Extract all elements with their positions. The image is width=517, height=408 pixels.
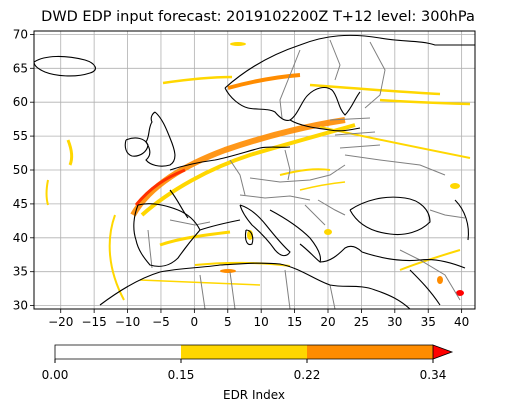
y-tick-label: 70 (13, 27, 28, 41)
coast-caspian (454, 199, 469, 241)
x-tick-label: 35 (421, 315, 436, 329)
colorbar-extend-arrow (432, 344, 454, 360)
coast-scandinavia (224, 34, 475, 122)
country-borders (147, 39, 466, 309)
y-tick-label: 65 (13, 61, 28, 75)
band-baltic (319, 126, 471, 159)
border-baltics (329, 117, 381, 149)
y-tick-label: 60 (13, 95, 28, 109)
figure-title: DWD EDP input forecast: 2019102200Z T+12… (41, 9, 475, 25)
band-russia (379, 98, 471, 106)
band-norway (227, 73, 301, 90)
border-balkans (304, 199, 346, 226)
colorbar: 0.00 0.15 0.22 0.34 EDR Index (42, 344, 454, 402)
y-tick-label: 50 (13, 163, 28, 177)
border-norway-sweden (279, 49, 301, 119)
y-tick-label: 40 (13, 231, 28, 245)
border-spain-portugal (147, 229, 153, 269)
spot-libya (220, 269, 236, 273)
coast-sardinia (244, 229, 254, 246)
coast-italy (239, 204, 291, 257)
x-tick-label: −10 (115, 315, 140, 329)
spot-caspian (437, 276, 443, 284)
border-alps (239, 194, 311, 201)
border-caucasus (429, 209, 466, 219)
spot-iceland (230, 42, 246, 46)
spot-aegean (324, 229, 332, 235)
colorbar-tick-label: 0.15 (168, 368, 195, 382)
colorbar-tick-label: 0.00 (42, 368, 69, 382)
edr-shading (45, 42, 471, 301)
coast-black-sea (349, 196, 431, 236)
coast-middle-east (409, 269, 441, 306)
coast-france-med (199, 219, 241, 231)
colorbar-segment-orange (307, 345, 433, 359)
y-tick-label: 35 (13, 265, 28, 279)
coast-ireland (124, 137, 149, 157)
band-iberia (159, 230, 231, 247)
colorbar-title: EDR Index (223, 388, 285, 402)
coast-greece (319, 245, 363, 263)
border-germany-poland (284, 149, 291, 181)
colorbar-tick-label: 0.22 (294, 368, 321, 382)
band-sahara (139, 279, 261, 286)
border-ukraine (344, 154, 446, 176)
colorbar-outline (54, 344, 433, 360)
border-north-africa (199, 269, 336, 309)
jet-band-yellow (140, 123, 356, 217)
border-france-germany (229, 159, 246, 196)
x-axis: −20 −15 −10 −5 0 5 10 15 20 25 30 35 40 (48, 309, 469, 329)
coast-north-continent (169, 146, 291, 171)
x-tick-label: 10 (254, 315, 269, 329)
coast-great-britain (145, 111, 176, 167)
y-tick-label: 30 (13, 299, 28, 313)
x-tick-label: 30 (387, 315, 402, 329)
colorbar-segment-white (55, 345, 181, 359)
border-spain-france (169, 219, 211, 226)
border-sweden-finland (329, 39, 341, 81)
spot-east (450, 183, 460, 189)
jet-band-red (134, 168, 186, 206)
y-tick-label: 45 (13, 197, 28, 211)
coast-baltic (289, 119, 361, 132)
coast-north-africa (99, 262, 411, 309)
x-tick-label: 15 (287, 315, 302, 329)
band-north-africa (194, 261, 291, 267)
spot-adriatic (299, 181, 346, 191)
border-finland-russia (364, 41, 386, 109)
coast-iberia (133, 203, 201, 267)
x-tick-label: 0 (191, 315, 199, 329)
spot-atlantic (66, 139, 74, 166)
colorbar-tick-label: 0.34 (420, 368, 447, 382)
x-tick-label: 20 (320, 315, 335, 329)
coastlines (34, 34, 475, 309)
border-central-europe (249, 164, 346, 183)
x-tick-label: −5 (152, 315, 170, 329)
y-tick-label: 55 (13, 129, 28, 143)
band-scandinavia (162, 75, 233, 85)
spot-central (279, 168, 331, 176)
band-finland (309, 83, 441, 96)
border-middle-east (399, 249, 461, 301)
x-tick-label: 5 (224, 315, 232, 329)
coast-iceland (34, 55, 96, 77)
coast-biscay (169, 189, 189, 219)
x-tick-label: −15 (81, 315, 106, 329)
coast-balkans (269, 209, 322, 263)
map-area: −20 −15 −10 −5 0 5 10 15 20 25 30 35 40 30 35 40 45 50 55… (13, 27, 476, 329)
x-tick-label: 40 (454, 315, 469, 329)
coast-turkey (361, 251, 466, 269)
spot-egypt (456, 290, 464, 296)
spot-biscay (45, 179, 49, 206)
x-tick-label: −20 (48, 315, 73, 329)
y-axis: 30 35 40 45 50 55 60 65 70 (13, 27, 34, 313)
colorbar-segment-yellow (181, 345, 307, 359)
jet-band-orange (130, 117, 346, 217)
x-tick-label: 25 (354, 315, 369, 329)
